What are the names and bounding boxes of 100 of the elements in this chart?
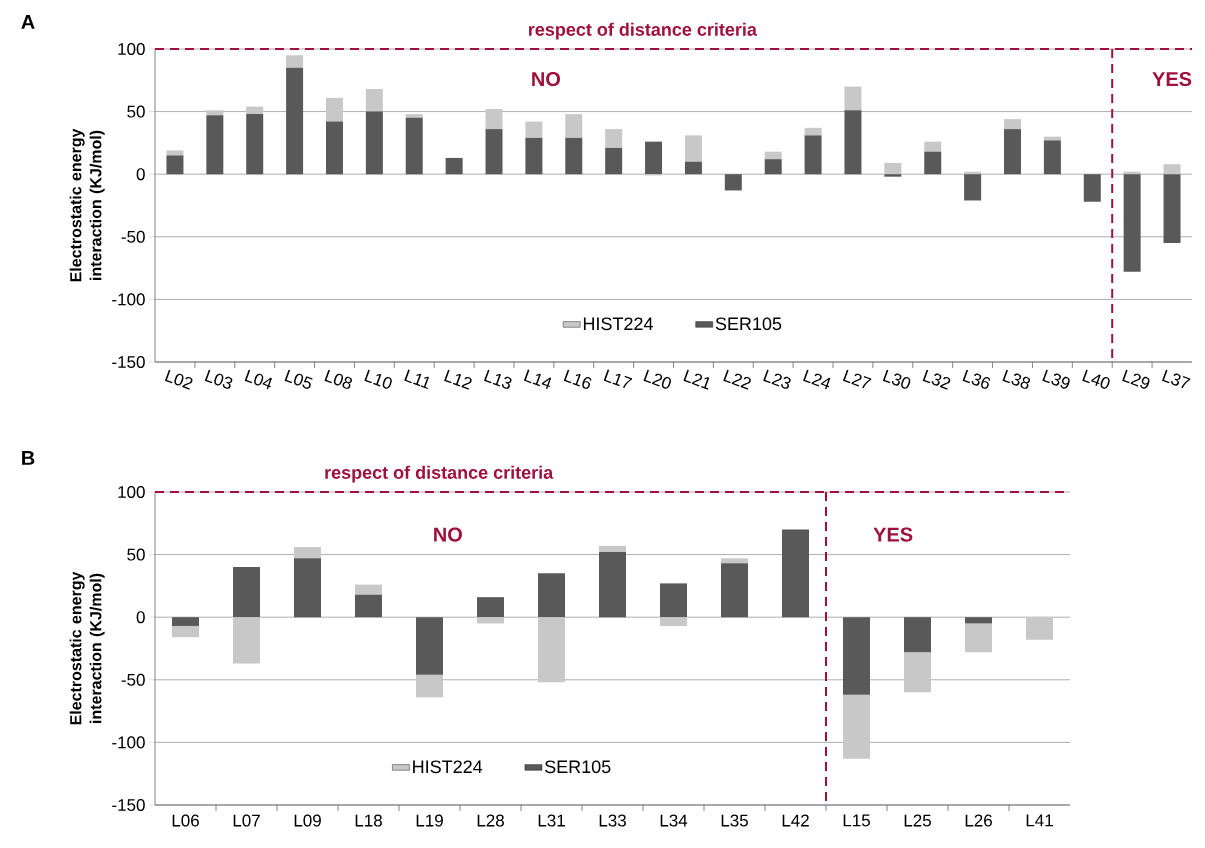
x-tick-label: L35 — [721, 814, 748, 827]
x-tick-label: L25 — [904, 814, 931, 827]
bar — [525, 121, 543, 138]
bar — [660, 583, 688, 618]
bar — [724, 174, 742, 191]
bar — [804, 127, 822, 136]
bar — [721, 558, 749, 564]
legend-label: SER105 — [544, 760, 611, 774]
bar — [1083, 174, 1101, 202]
bar — [286, 67, 304, 175]
bar — [904, 617, 931, 653]
y-tick-label: 50 — [127, 105, 145, 118]
x-tick-label: L08 — [324, 369, 353, 389]
x-tick-label: L11 — [404, 369, 429, 390]
bar — [565, 137, 583, 175]
annotation: NO — [434, 527, 462, 542]
bar — [325, 97, 343, 122]
y-tick-label: -150 — [112, 355, 145, 369]
bar — [294, 547, 322, 559]
annotation: YES — [873, 527, 913, 542]
x-tick-label: L16 — [563, 369, 592, 389]
y-tick-label: 0 — [136, 611, 145, 624]
x-tick-label: L02 — [164, 369, 193, 390]
bar — [924, 141, 942, 152]
x-tick-label: L29 — [1122, 369, 1150, 389]
y-tick-label: -100 — [112, 293, 145, 306]
bar — [605, 129, 623, 148]
bar — [965, 617, 992, 624]
bar — [286, 55, 304, 68]
x-tick-label: L22 — [723, 369, 751, 390]
legend-label: HIST224 — [583, 317, 653, 331]
bar — [645, 141, 663, 175]
bar — [884, 162, 902, 175]
bar — [884, 174, 902, 177]
bar — [924, 151, 942, 175]
x-tick-label: L10 — [364, 369, 392, 389]
bar — [684, 135, 702, 162]
x-tick-label: L31 — [538, 814, 565, 827]
annotation: NO — [532, 71, 561, 87]
chart-title: A — [21, 15, 35, 29]
bar — [172, 617, 200, 626]
x-tick-label: L27 — [842, 369, 872, 389]
x-tick-label: L23 — [763, 369, 791, 389]
bar — [246, 106, 264, 115]
x-tick-label: L06 — [172, 814, 199, 827]
bar — [445, 157, 463, 175]
y-axis-title: Electrostatic energy interaction (KJ/mol) — [69, 128, 105, 282]
x-tick-label: L09 — [294, 814, 321, 827]
bar — [538, 573, 566, 618]
bar — [355, 594, 383, 618]
y-tick-label: 0 — [136, 168, 145, 181]
bar — [172, 625, 200, 638]
bar — [405, 117, 423, 175]
bar — [206, 110, 224, 116]
bar — [365, 111, 383, 175]
bar — [1123, 174, 1141, 272]
bar — [599, 552, 627, 618]
bar — [525, 137, 543, 175]
bar — [166, 150, 184, 156]
bar — [782, 529, 809, 618]
bar — [166, 155, 184, 175]
bar — [405, 114, 423, 118]
y-axis-title: Electrostatic energy interaction (KJ/mol) — [69, 571, 105, 725]
x-tick-label: L03 — [204, 369, 233, 389]
bar — [721, 563, 749, 618]
x-tick-label: L12 — [444, 369, 472, 390]
bar — [416, 617, 444, 675]
bar — [599, 545, 627, 553]
x-tick-label: L05 — [284, 369, 313, 389]
bar — [416, 674, 444, 698]
bar — [233, 617, 261, 664]
x-tick-label: L13 — [483, 369, 512, 389]
bar — [660, 617, 688, 626]
bar — [965, 623, 992, 653]
x-tick-label: L19 — [416, 814, 443, 827]
x-tick-label: L42 — [782, 814, 809, 827]
x-tick-label: L34 — [660, 814, 688, 827]
bar — [246, 114, 264, 175]
x-tick-label: L14 — [523, 369, 552, 390]
legend-label: HIST224 — [413, 760, 483, 774]
x-tick-label: L32 — [922, 369, 951, 390]
bar — [1163, 164, 1181, 175]
x-tick-label: L30 — [882, 369, 911, 389]
annotation: YES — [1152, 71, 1192, 87]
x-tick-label: L41 — [1026, 814, 1053, 827]
bar — [804, 135, 822, 175]
x-tick-label: L38 — [1002, 369, 1031, 389]
legend-label: SER105 — [715, 317, 782, 331]
x-tick-label: L20 — [643, 369, 671, 389]
x-tick-label: L15 — [843, 814, 870, 827]
bar — [764, 159, 782, 175]
x-tick-label: L24 — [803, 369, 831, 390]
bar — [325, 121, 343, 175]
x-tick-label: L26 — [965, 814, 992, 827]
bar — [844, 86, 862, 111]
y-tick-label: -100 — [112, 736, 145, 749]
y-tick-label: -50 — [121, 673, 145, 686]
bar — [605, 147, 623, 175]
bar — [904, 652, 931, 693]
ref-line-label: respect of distance criteria — [325, 465, 554, 483]
